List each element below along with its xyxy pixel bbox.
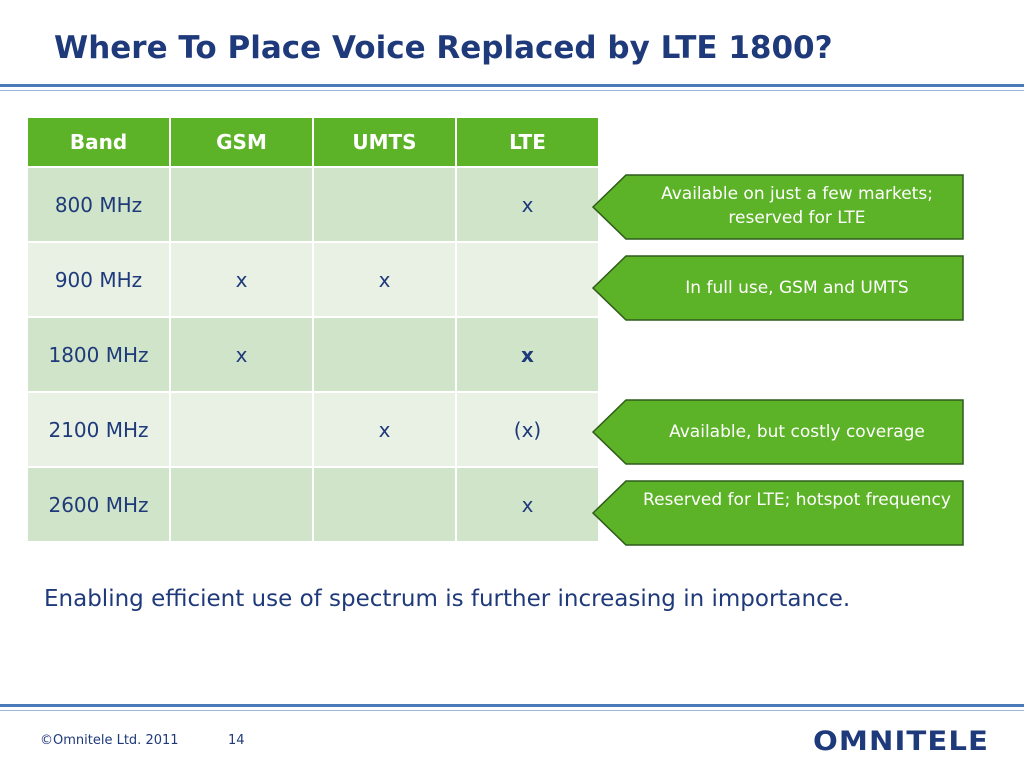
header-gsm: GSM (171, 118, 314, 168)
slide-title: Where To Place Voice Replaced by LTE 180… (54, 30, 833, 66)
umts-cell: x (314, 243, 457, 318)
lte-cell (457, 243, 600, 318)
gsm-cell (171, 168, 314, 243)
band-cell: 2100 MHz (28, 393, 171, 468)
table-row: 900 MHz x x (28, 243, 600, 318)
lte-cell: x (457, 168, 600, 243)
umts-cell (314, 168, 457, 243)
band-cell: 900 MHz (28, 243, 171, 318)
title-divider (0, 84, 1024, 87)
callout-800mhz: Available on just a few markets; reserve… (592, 174, 964, 240)
table-row: 2100 MHz x (x) (28, 393, 600, 468)
umts-cell (314, 318, 457, 393)
callout-900mhz: In full use, GSM and UMTS (592, 255, 964, 321)
callout-text: In full use, GSM and UMTS (685, 278, 909, 298)
header-lte: LTE (457, 118, 600, 168)
band-cell: 1800 MHz (28, 318, 171, 393)
callout-arrow-shape (592, 399, 964, 465)
band-cell: 2600 MHz (28, 468, 171, 543)
gsm-cell: x (171, 318, 314, 393)
footer-divider-thin (0, 710, 1024, 711)
header-band: Band (28, 118, 171, 168)
page-number: 14 (228, 733, 245, 748)
band-cell: 800 MHz (28, 168, 171, 243)
gsm-cell: x (171, 243, 314, 318)
footer-divider (0, 704, 1024, 707)
callout-text: Available on just a few markets; reserve… (661, 184, 933, 228)
table-row: 2600 MHz x (28, 468, 600, 543)
callout-2600mhz: Reserved for LTE; hotspot frequency (592, 480, 964, 546)
callout-arrow-shape (592, 480, 964, 546)
title-divider-thin (0, 90, 1024, 91)
lte-cell: x (457, 468, 600, 543)
lte-cell: x (457, 318, 600, 393)
callout-arrow-shape (592, 255, 964, 321)
gsm-cell (171, 468, 314, 543)
lte-cell: (x) (457, 393, 600, 468)
callout-arrow-shape (592, 174, 964, 240)
gsm-cell (171, 393, 314, 468)
umts-cell (314, 468, 457, 543)
table-row: 800 MHz x (28, 168, 600, 243)
table-row: 1800 MHz x x (28, 318, 600, 393)
callout-2100mhz: Available, but costly coverage (592, 399, 964, 465)
summary-statement: Enabling efficient use of spectrum is fu… (44, 586, 851, 612)
spectrum-table: Band GSM UMTS LTE 800 MHz x 900 MHz x x … (28, 118, 600, 543)
table-header-row: Band GSM UMTS LTE (28, 118, 600, 168)
header-umts: UMTS (314, 118, 457, 168)
callout-text: Reserved for LTE; hotspot frequency (643, 490, 951, 510)
callout-text: Available, but costly coverage (669, 422, 925, 442)
umts-cell: x (314, 393, 457, 468)
omnitele-logo: OMNITELE (813, 726, 990, 757)
copyright-text: ©Omnitele Ltd. 2011 (40, 733, 179, 748)
